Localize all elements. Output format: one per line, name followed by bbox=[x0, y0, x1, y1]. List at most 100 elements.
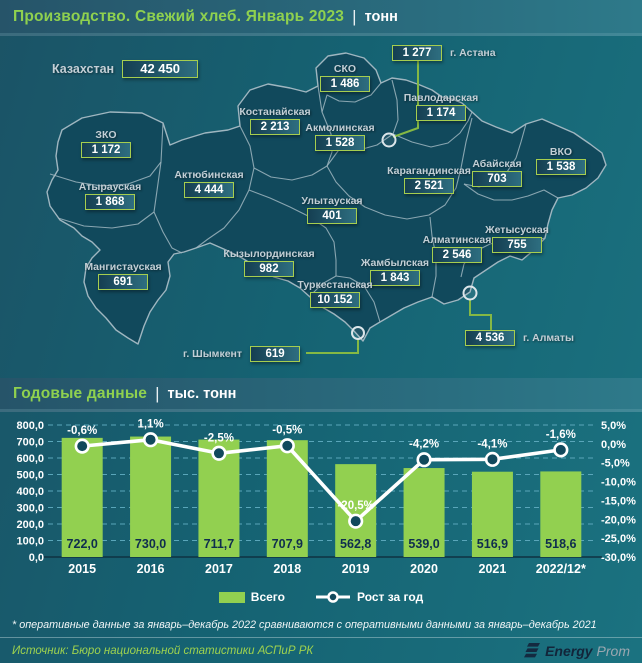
region-value: 1 528 bbox=[315, 135, 365, 151]
svg-text:2020: 2020 bbox=[410, 562, 438, 576]
legend-item-total: Всего bbox=[218, 590, 285, 604]
region-value: 1 486 bbox=[320, 76, 370, 92]
svg-text:600,0: 600,0 bbox=[16, 453, 44, 465]
region-karaganda: Карагандинская 2 521 bbox=[384, 165, 474, 194]
region-value: 1 538 bbox=[536, 159, 586, 175]
region-value: 2 213 bbox=[250, 119, 300, 135]
svg-text:-0,5%: -0,5% bbox=[272, 425, 302, 437]
region-value: 1 868 bbox=[85, 194, 135, 210]
region-name: Акмолинская bbox=[305, 122, 375, 134]
source-text: Источник: Бюро национальной статистики А… bbox=[12, 644, 314, 657]
shymkent-leader-line bbox=[306, 339, 359, 354]
map-section: Казахстан 42 450 1 277 г. Астана СКО 1 4… bbox=[0, 36, 642, 378]
region-value: 10 152 bbox=[310, 292, 360, 308]
region-value: 401 bbox=[307, 208, 357, 224]
region-name: г. Астана bbox=[450, 47, 496, 59]
region-vko: ВКО 1 538 bbox=[516, 146, 606, 175]
region-name: ВКО bbox=[549, 146, 573, 158]
footnote-text: * оперативные данные за январь–декабрь 2… bbox=[12, 618, 597, 631]
svg-text:707,9: 707,9 bbox=[272, 537, 303, 551]
region-value: 619 bbox=[250, 346, 301, 362]
region-mangystau: Мангистауская 691 bbox=[78, 261, 168, 290]
svg-text:-0,6%: -0,6% bbox=[67, 425, 97, 437]
region-value: 1 172 bbox=[81, 142, 131, 158]
region-value: 2 521 bbox=[404, 178, 454, 194]
svg-text:0,0: 0,0 bbox=[29, 552, 44, 564]
svg-text:516,9: 516,9 bbox=[477, 537, 508, 551]
region-name: Жетысуская bbox=[485, 224, 549, 236]
svg-text:200,0: 200,0 bbox=[16, 519, 44, 531]
region-name: Кызылординская bbox=[223, 248, 315, 260]
region-value: 691 bbox=[98, 274, 148, 290]
region-name: СКО bbox=[333, 63, 357, 75]
legend-label-growth: Рост за год bbox=[356, 590, 424, 604]
chart-legend: Всего Рост за год bbox=[0, 584, 642, 610]
energyprom-logo: Energy Prom bbox=[523, 643, 630, 659]
chart-section: 0,0 100,0 200,0 300,0 400,0 500,0 600,0 700,0 80… bbox=[0, 412, 642, 612]
region-almaty-city: 4 536 г. Алматы bbox=[465, 330, 574, 346]
svg-text:518,6: 518,6 bbox=[545, 537, 576, 551]
svg-text:539,0: 539,0 bbox=[408, 537, 439, 551]
svg-text:-20,5%: -20,5% bbox=[337, 500, 373, 512]
chart-header-bar: Годовые данные | тыс. тонн bbox=[0, 378, 642, 412]
svg-text:2016: 2016 bbox=[137, 562, 165, 576]
region-value: 4 444 bbox=[184, 182, 234, 198]
region-value: 755 bbox=[492, 237, 542, 253]
svg-text:-10,0%: -10,0% bbox=[601, 477, 636, 489]
shymkent-city-marker bbox=[351, 326, 365, 340]
title-separator: | bbox=[352, 6, 357, 26]
region-atyrau: Атырауская 1 868 bbox=[65, 181, 155, 210]
legend-label-total: Всего bbox=[250, 590, 285, 604]
footnote-row: * оперативные данные за январь–декабрь 2… bbox=[0, 612, 642, 637]
svg-text:-15,0%: -15,0% bbox=[601, 495, 636, 507]
country-label: Казахстан bbox=[52, 62, 115, 76]
region-name: Туркестанская bbox=[297, 279, 373, 291]
region-astana-city: 1 277 г. Астана bbox=[392, 45, 496, 61]
logo-text-bold: Energy bbox=[545, 642, 593, 659]
svg-text:-5,0%: -5,0% bbox=[601, 458, 630, 470]
page-title: Производство. Свежий хлеб. Январь 2023 bbox=[13, 7, 345, 25]
svg-text:711,7: 711,7 bbox=[204, 537, 235, 551]
svg-text:2019: 2019 bbox=[342, 562, 370, 576]
line-marker-icon bbox=[315, 591, 350, 603]
region-abay: Абайская 703 bbox=[452, 158, 542, 187]
region-name: ЗКО bbox=[95, 129, 117, 141]
svg-text:800,0: 800,0 bbox=[16, 420, 44, 432]
chart-unit: тыс. тонн bbox=[167, 385, 237, 402]
region-name: г. Алматы bbox=[523, 332, 574, 344]
region-zhambyl: Жамбылская 1 843 bbox=[350, 257, 440, 286]
region-value: 1 277 bbox=[392, 45, 442, 61]
almaty-leader-line bbox=[469, 299, 492, 330]
svg-text:100,0: 100,0 bbox=[16, 536, 44, 548]
region-name: г. Шымкент bbox=[183, 348, 243, 360]
svg-text:-4,2%: -4,2% bbox=[409, 439, 439, 451]
annual-bar-line-chart: 0,0 100,0 200,0 300,0 400,0 500,0 600,0 700,0 80… bbox=[16, 419, 636, 576]
region-name: Алматинская bbox=[422, 234, 492, 246]
svg-text:730,0: 730,0 bbox=[135, 537, 166, 551]
svg-text:-1,6%: -1,6% bbox=[546, 429, 576, 441]
region-pavlodar: Павлодарская 1 174 bbox=[396, 92, 486, 121]
region-name: Костанайская bbox=[239, 106, 311, 118]
svg-text:700,0: 700,0 bbox=[16, 437, 44, 449]
svg-text:-4,1%: -4,1% bbox=[477, 438, 507, 450]
svg-text:400,0: 400,0 bbox=[16, 486, 44, 498]
svg-text:-20,0%: -20,0% bbox=[601, 514, 636, 526]
region-zhetysu: Жетысуская 755 bbox=[472, 224, 562, 253]
source-row: Источник: Бюро национальной статистики А… bbox=[0, 637, 642, 663]
region-shymkent-city: г. Шымкент 619 bbox=[183, 346, 301, 362]
astana-city-marker bbox=[381, 132, 397, 148]
bar-swatch-icon bbox=[218, 591, 245, 603]
region-name: Абайская bbox=[472, 158, 522, 170]
region-ulytau: Улытауская 401 bbox=[287, 195, 377, 224]
svg-text:-2,5%: -2,5% bbox=[204, 432, 234, 444]
region-akmola: Акмолинская 1 528 bbox=[295, 122, 385, 151]
region-value: 1 843 bbox=[370, 270, 420, 286]
region-aktobe: Актюбинская 4 444 bbox=[164, 169, 254, 198]
svg-text:300,0: 300,0 bbox=[16, 503, 44, 515]
svg-text:0,0%: 0,0% bbox=[601, 439, 626, 451]
page-unit: тонн bbox=[364, 8, 398, 25]
region-name: Карагандинская bbox=[387, 165, 471, 177]
chart-title-separator: | bbox=[155, 383, 160, 403]
almaty-city-marker bbox=[462, 285, 478, 301]
country-total: Казахстан 42 450 bbox=[52, 60, 199, 78]
